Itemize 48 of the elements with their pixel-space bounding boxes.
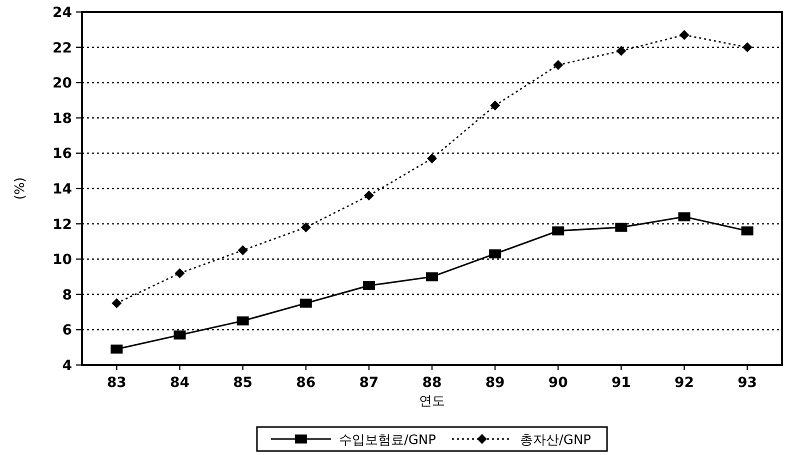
- y-tick-label: 4: [62, 358, 72, 374]
- x-tick-label: 86: [296, 375, 316, 391]
- point: [742, 42, 752, 52]
- point: [112, 298, 122, 308]
- x-tick-label: 91: [611, 375, 631, 391]
- point: [489, 249, 502, 258]
- point: [741, 226, 754, 236]
- point: [174, 268, 185, 278]
- point: [616, 46, 626, 56]
- y-axis-title: (%): [13, 177, 28, 200]
- point: [300, 222, 311, 232]
- point: [426, 272, 438, 282]
- y-tick-label: 8: [62, 287, 72, 304]
- x-tick-label: 92: [674, 375, 694, 391]
- x-axis-title: 연도: [419, 394, 445, 409]
- point: [300, 298, 312, 308]
- point: [110, 344, 123, 354]
- legend-label: 수입보험료/GNP: [338, 433, 436, 448]
- y-tick-label: 18: [52, 110, 72, 127]
- point: [552, 226, 564, 236]
- point: [678, 212, 690, 222]
- y-tick-label: 12: [52, 216, 72, 233]
- x-tick-label: 90: [548, 375, 568, 391]
- y-tick-label: 14: [52, 182, 72, 198]
- point: [615, 222, 628, 232]
- x-tick-label: 87: [359, 375, 379, 391]
- point: [490, 100, 500, 111]
- x-tick-label: 89: [485, 375, 505, 391]
- point: [236, 316, 249, 326]
- point: [364, 190, 374, 201]
- point: [174, 330, 186, 340]
- y-tick-label: 10: [52, 252, 72, 268]
- x-tick-label: 85: [233, 375, 253, 391]
- y-tick-label: 20: [52, 76, 72, 92]
- x-tick-label: 84: [170, 375, 190, 391]
- point: [427, 153, 437, 164]
- point: [362, 281, 375, 290]
- y-tick-label: 6: [62, 322, 72, 339]
- x-tick-label: 83: [106, 375, 126, 391]
- y-tick-label: 24: [52, 5, 72, 21]
- point: [553, 60, 564, 70]
- point: [238, 245, 248, 256]
- x-tick-label: 93: [738, 375, 758, 391]
- legend-label: 총자산/GNP: [520, 433, 592, 448]
- y-tick-label: 16: [52, 146, 72, 162]
- point: [679, 30, 690, 40]
- y-tick-label: 22: [52, 40, 72, 56]
- x-tick-label: 88: [422, 375, 442, 391]
